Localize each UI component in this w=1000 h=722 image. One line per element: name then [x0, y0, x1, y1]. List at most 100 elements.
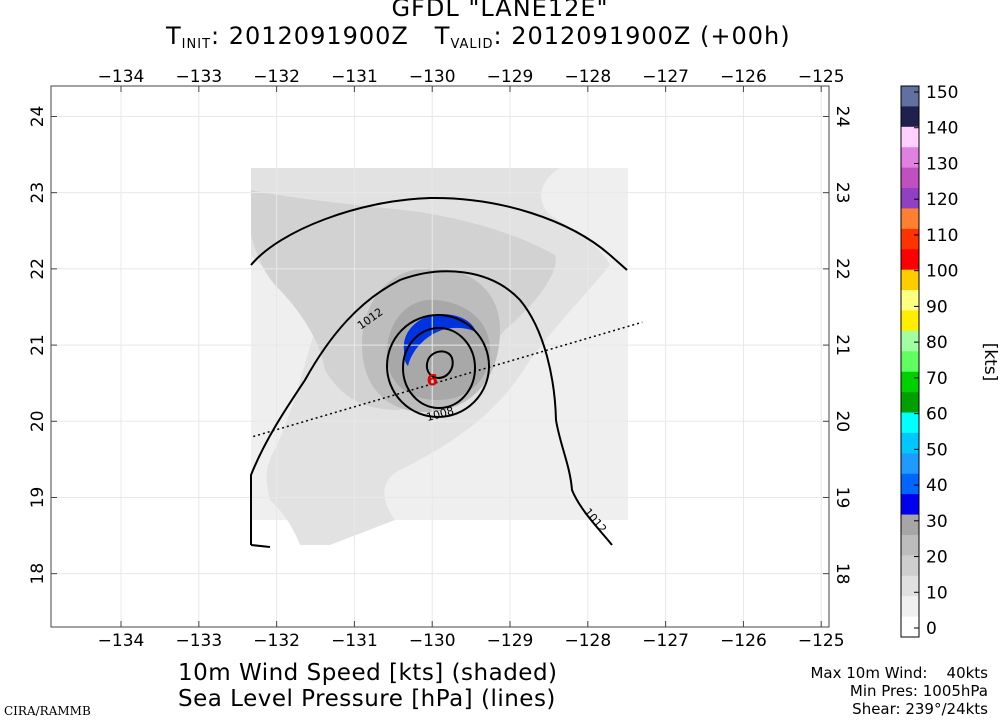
colorbar-label: 130 — [926, 154, 958, 174]
lat-label-right: 21 — [832, 334, 852, 356]
colorbar-label: 10 — [926, 583, 948, 603]
colorbar-label: 80 — [926, 333, 948, 353]
colorbar-swatch — [901, 494, 919, 516]
slp-contour-1006 — [425, 350, 454, 380]
colorbar-swatch — [901, 453, 919, 475]
colorbar-label: 90 — [926, 297, 948, 317]
t-init-value: : 2012091900Z — [211, 22, 409, 50]
colorbar-swatch — [901, 249, 919, 271]
colorbar-swatch — [901, 555, 919, 577]
stat-shear: Shear: 239°/24kts — [852, 700, 988, 718]
t-valid-label: T — [434, 22, 451, 50]
slp-contour-1008 — [402, 327, 476, 409]
time-info: TINIT: 2012091900Z TVALID: 2012091900Z (… — [166, 22, 791, 52]
colorbar-swatch — [901, 596, 919, 618]
lon-label-bottom: −128 — [564, 631, 611, 651]
slp-contour-1012 — [250, 270, 613, 546]
lon-label-bottom: −130 — [409, 631, 456, 651]
lon-label-bottom: −127 — [642, 631, 689, 651]
colorbar-swatch — [901, 575, 919, 597]
colorbar-label: 150 — [926, 83, 958, 103]
lon-label-top: −125 — [798, 67, 845, 87]
colorbar-swatch — [901, 310, 919, 332]
lon-label-top: −128 — [564, 67, 611, 87]
slp-contour-1012-tail — [250, 544, 271, 548]
colorbar-label: 70 — [926, 369, 948, 389]
slp-contour-outer — [250, 196, 628, 271]
lat-label-left: 18 — [28, 563, 48, 585]
colorbar-unit: [kts] — [980, 343, 1000, 382]
colorbar-label: 140 — [926, 119, 958, 139]
credit-label: CIRA/RAMMB — [4, 704, 91, 718]
lat-label-left: 24 — [28, 106, 48, 128]
lon-label-top: −126 — [720, 67, 767, 87]
lat-label-left: 22 — [28, 258, 48, 280]
colorbar-swatch — [901, 534, 919, 556]
slp-contours — [250, 196, 628, 548]
colorbar-label: 0 — [926, 619, 937, 639]
lat-label-right: 19 — [832, 487, 852, 509]
colorbar-swatch — [901, 290, 919, 311]
lat-label-left: 23 — [28, 182, 48, 204]
colorbar-swatch — [901, 351, 919, 373]
lon-label-top: −127 — [642, 67, 689, 87]
lat-label-right: 20 — [832, 410, 852, 432]
colorbar-swatch — [901, 106, 919, 128]
caption-pressure: Sea Level Pressure [hPa] (lines) — [178, 686, 556, 712]
colorbar-label: 120 — [926, 190, 958, 210]
lat-label-left: 21 — [28, 334, 48, 356]
colorbar-swatch — [901, 86, 919, 107]
lat-label-right: 22 — [832, 258, 852, 280]
t-init-sub: INIT — [181, 37, 212, 52]
colorbar-swatch — [901, 188, 919, 209]
colorbar-label: 110 — [926, 226, 958, 246]
colorbar-swatch — [901, 208, 919, 230]
t-valid-value: : 2012091900Z (+00h) — [493, 22, 791, 50]
colorbar-label: 30 — [926, 512, 948, 532]
stat-min-pres: Min Pres: 1005hPa — [849, 682, 988, 700]
colorbar-label: 20 — [926, 548, 948, 568]
lat-label-right: 18 — [832, 563, 852, 585]
colorbar-swatch — [901, 392, 919, 414]
lon-label-top: −131 — [331, 67, 378, 87]
lon-label-bottom: −129 — [487, 631, 534, 651]
t-init-label: T — [166, 22, 182, 50]
storm-center-marker: 6 — [427, 370, 438, 389]
lon-label-bottom: −133 — [175, 631, 222, 651]
colorbar-swatch — [901, 432, 919, 454]
colorbar-swatch — [901, 147, 919, 169]
colorbar-swatch — [901, 371, 919, 393]
colorbar-swatch — [901, 330, 919, 352]
lat-label-left: 20 — [28, 410, 48, 432]
colorbar-label: 40 — [926, 476, 948, 496]
t-valid-sub: VALID — [450, 37, 494, 52]
lon-label-top: −134 — [98, 67, 145, 87]
slp-contour-1010 — [386, 314, 490, 418]
lon-label-top: −132 — [253, 67, 300, 87]
colorbar: 0 10 20 30 40 50 60 70 80 90 100 110 120 130 140 150 [kt… — [900, 83, 1000, 639]
stat-max-wind: Max 10m Wind: 40kts — [810, 664, 988, 682]
lon-label-top: −129 — [487, 67, 534, 87]
colorbar-swatch — [901, 126, 919, 148]
lon-label-bottom: −134 — [98, 631, 145, 651]
colorbar-swatch — [901, 167, 919, 189]
lat-label-left: 19 — [28, 487, 48, 509]
lat-label-right: 23 — [832, 182, 852, 204]
map-frame — [50, 85, 830, 628]
lon-label-bottom: −132 — [253, 631, 300, 651]
colorbar-swatch — [901, 412, 919, 434]
lon-label-bottom: −131 — [331, 631, 378, 651]
colorbar-swatch — [901, 269, 919, 291]
colorbar-label: 100 — [926, 262, 958, 282]
lon-label-bottom: −125 — [798, 631, 845, 651]
colorbar-label: 60 — [926, 405, 948, 425]
map-title: GFDL "LANE12E" — [391, 0, 609, 22]
map-plot-area — [51, 86, 829, 627]
colorbar-swatch — [901, 616, 919, 638]
colorbar-swatch — [901, 514, 919, 536]
lon-label-bottom: −126 — [720, 631, 767, 651]
lon-label-top: −130 — [409, 67, 456, 87]
caption-wind: 10m Wind Speed [kts] (shaded) — [178, 660, 558, 686]
colorbar-swatch — [901, 473, 919, 495]
